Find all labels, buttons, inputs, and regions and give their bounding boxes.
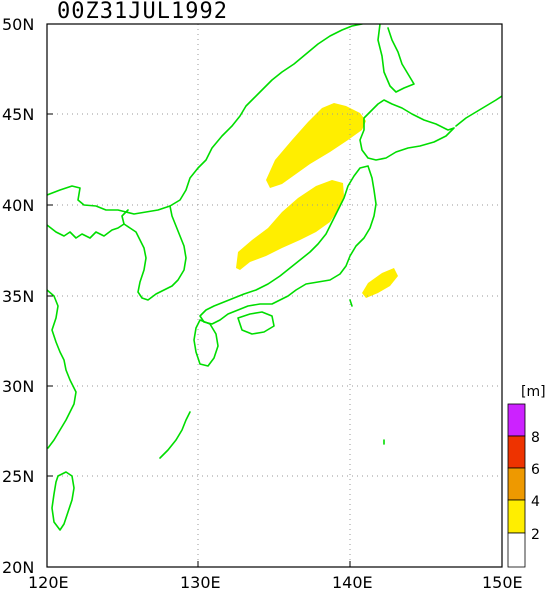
coast-mainland	[47, 24, 363, 215]
field-pacific-east	[362, 268, 398, 298]
x-tick-label: 130E	[180, 573, 221, 592]
y-tick-label: 20N	[2, 558, 34, 577]
coast-china-shandong	[47, 289, 77, 449]
legend-swatch-yellow	[507, 499, 526, 534]
map-frame	[46, 23, 503, 568]
y-tick-label: 45N	[2, 105, 34, 124]
y-axis: 50N 45N 40N 35N 30N 25N 20N	[2, 15, 53, 577]
coast-ryukyu	[159, 411, 191, 459]
coast-kurils	[455, 95, 502, 127]
y-tick-label: 30N	[2, 377, 34, 396]
y-tick-label: 40N	[2, 196, 34, 215]
x-tick-label: 120E	[28, 573, 69, 592]
wave-height-fields	[236, 103, 398, 298]
y-tick-label: 50N	[2, 15, 34, 34]
legend-unit: [m]	[521, 384, 546, 400]
map-title: 00Z31JUL1992	[57, 0, 228, 24]
field-sea-of-japan-south	[236, 180, 344, 270]
coast-taiwan	[51, 471, 75, 531]
legend-label: 6	[531, 462, 540, 478]
coast-shikoku	[237, 311, 275, 335]
field-sea-of-japan-north	[266, 103, 366, 188]
coast-izu	[349, 299, 353, 307]
coast-hokkaido	[359, 99, 455, 161]
x-tick-label: 150E	[482, 573, 523, 592]
map-plot-area	[47, 24, 502, 567]
x-tick-label: 140E	[332, 573, 373, 592]
legend-swatch-red	[507, 435, 526, 469]
legend-swatch-white	[507, 532, 526, 568]
coast-honshu	[199, 165, 377, 325]
graticule	[47, 24, 502, 567]
legend-swatch-orange	[507, 467, 526, 501]
coast-china-east	[47, 223, 125, 239]
legend-swatch-purple	[507, 403, 526, 437]
legend-label: 8	[531, 430, 540, 446]
y-tick-label: 35N	[2, 287, 34, 306]
color-legend: [m] 8 6 4 2	[507, 384, 546, 568]
legend-label: 2	[531, 527, 540, 543]
legend-label: 4	[531, 494, 540, 510]
coast-korea	[121, 205, 187, 301]
coast-sakhalin	[377, 24, 415, 93]
coast-kyushu	[193, 319, 219, 367]
y-tick-label: 25N	[2, 467, 34, 486]
x-axis: 120E 130E 140E 150E	[28, 561, 523, 592]
coastlines	[47, 24, 502, 531]
